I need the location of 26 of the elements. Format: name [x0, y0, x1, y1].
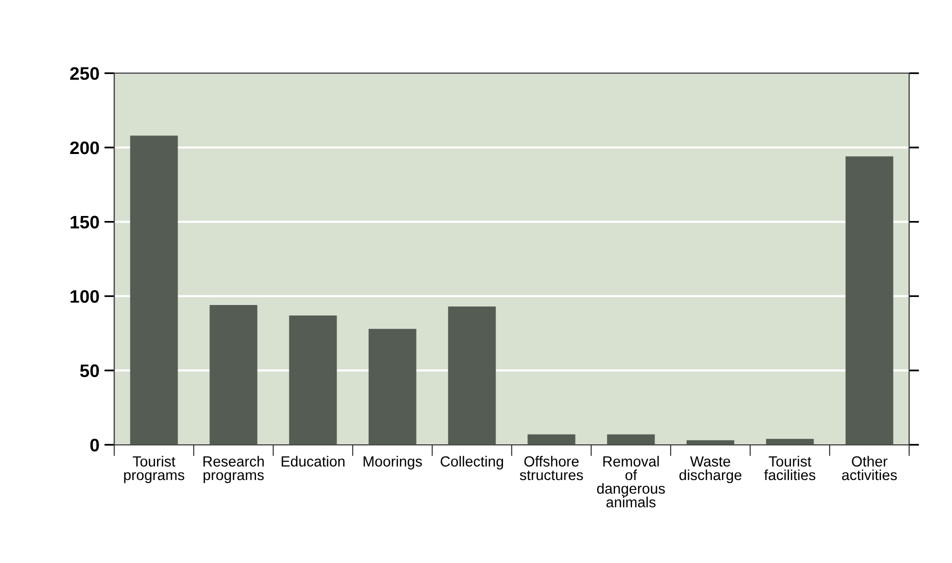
x-tick-label: Collecting	[440, 456, 504, 470]
x-tick-label: Education	[282, 456, 344, 467]
y-tick-label: 50	[80, 364, 99, 378]
x-tick-label: Moorings	[364, 456, 422, 470]
x-tick-label: Tourist programs	[124, 456, 184, 484]
bar	[607, 434, 655, 445]
bar	[766, 438, 814, 445]
bar	[289, 315, 337, 445]
x-tick-label: Other activities	[842, 456, 897, 480]
x-tick-label: Waste discharge	[679, 456, 742, 484]
bar	[130, 136, 178, 445]
y-tick-label: 0	[90, 438, 99, 452]
bar	[210, 305, 258, 445]
x-tick-label: Removal of dangerous animals	[597, 456, 665, 508]
y-tick-label: 250	[70, 67, 99, 80]
y-tick-label: 150	[70, 216, 99, 229]
x-tick-label: Research programs	[203, 456, 264, 484]
bar	[528, 434, 576, 445]
x-tick-label: Offshore structures	[520, 456, 583, 480]
x-tick-label: Tourist facilities	[764, 456, 816, 480]
y-tick-label: 100	[70, 290, 99, 303]
bar	[846, 156, 894, 445]
bar	[686, 440, 734, 445]
y-tick-label: 200	[70, 141, 99, 154]
bar	[368, 328, 416, 445]
bar	[448, 306, 496, 445]
